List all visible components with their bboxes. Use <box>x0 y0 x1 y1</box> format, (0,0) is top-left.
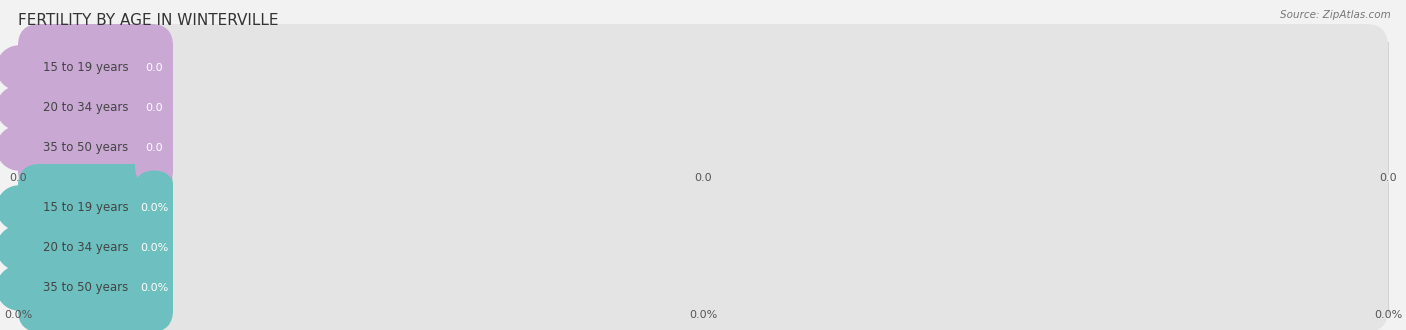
FancyBboxPatch shape <box>18 244 173 330</box>
FancyBboxPatch shape <box>135 211 173 285</box>
Text: 0.0%: 0.0% <box>1374 310 1402 320</box>
Text: 0.0%: 0.0% <box>139 283 169 293</box>
FancyBboxPatch shape <box>18 164 173 252</box>
Text: 20 to 34 years: 20 to 34 years <box>44 102 128 115</box>
Polygon shape <box>0 86 20 130</box>
Text: 0.0%: 0.0% <box>139 203 169 213</box>
Polygon shape <box>0 266 20 310</box>
FancyBboxPatch shape <box>18 24 1388 112</box>
FancyBboxPatch shape <box>18 164 1388 252</box>
FancyBboxPatch shape <box>18 244 1388 330</box>
Text: 0.0: 0.0 <box>695 173 711 183</box>
FancyBboxPatch shape <box>135 171 173 246</box>
FancyBboxPatch shape <box>18 24 173 112</box>
FancyBboxPatch shape <box>18 104 1388 192</box>
FancyBboxPatch shape <box>18 204 173 292</box>
Text: 0.0: 0.0 <box>145 143 163 153</box>
FancyBboxPatch shape <box>18 104 173 192</box>
FancyBboxPatch shape <box>18 64 173 152</box>
FancyBboxPatch shape <box>18 204 1388 292</box>
Text: Source: ZipAtlas.com: Source: ZipAtlas.com <box>1281 10 1391 20</box>
Text: 0.0: 0.0 <box>145 103 163 113</box>
Text: 0.0%: 0.0% <box>689 310 717 320</box>
Text: FERTILITY BY AGE IN WINTERVILLE: FERTILITY BY AGE IN WINTERVILLE <box>18 13 278 28</box>
Polygon shape <box>0 186 20 230</box>
FancyBboxPatch shape <box>135 71 173 146</box>
Text: 20 to 34 years: 20 to 34 years <box>44 242 128 254</box>
FancyBboxPatch shape <box>18 64 1388 152</box>
Text: 0.0%: 0.0% <box>139 243 169 253</box>
Text: 0.0: 0.0 <box>10 173 27 183</box>
Text: 0.0: 0.0 <box>1379 173 1396 183</box>
Polygon shape <box>0 126 20 170</box>
Text: 35 to 50 years: 35 to 50 years <box>44 281 128 294</box>
Text: 0.0: 0.0 <box>145 63 163 73</box>
Polygon shape <box>0 46 20 90</box>
Text: 15 to 19 years: 15 to 19 years <box>44 202 128 214</box>
FancyBboxPatch shape <box>135 250 173 325</box>
FancyBboxPatch shape <box>135 31 173 105</box>
Text: 15 to 19 years: 15 to 19 years <box>44 61 128 75</box>
Polygon shape <box>0 226 20 270</box>
FancyBboxPatch shape <box>135 111 173 185</box>
Text: 35 to 50 years: 35 to 50 years <box>44 142 128 154</box>
Text: 0.0%: 0.0% <box>4 310 32 320</box>
